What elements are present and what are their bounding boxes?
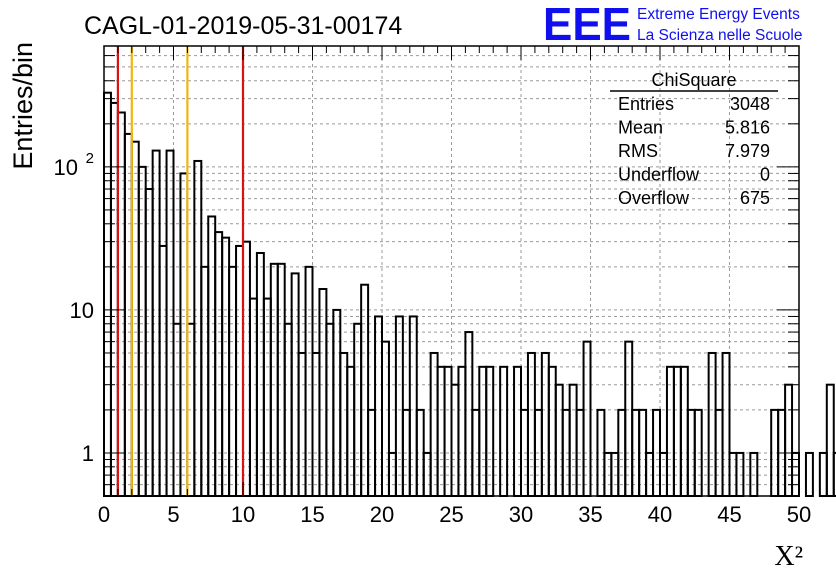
histogram-bar — [818, 451, 828, 497]
histogram-bar — [478, 365, 488, 497]
stats-row-value: 5.816 — [725, 118, 770, 138]
stats-row-value: 0 — [760, 165, 770, 185]
histogram-bar — [513, 365, 522, 497]
histogram-bar — [582, 340, 592, 497]
histogram-bar — [485, 365, 495, 497]
x-tick-label: 40 — [648, 502, 672, 527]
eee-logo: EEE Extreme Energy Events La Scienza nel… — [543, 0, 802, 50]
histogram-bar — [624, 340, 634, 497]
histogram-bar — [464, 331, 474, 497]
x-tick-label: 5 — [167, 502, 179, 527]
x-tick-label: 15 — [300, 502, 324, 527]
histogram-bar — [193, 159, 203, 497]
histogram-bar — [311, 351, 321, 497]
histogram-bar — [429, 351, 439, 497]
histogram-bar — [554, 383, 564, 498]
x-axis-label: X² — [774, 541, 803, 572]
histogram-bar — [269, 262, 279, 497]
chart-title: CAGL-01-2019-05-31-00174 — [84, 12, 402, 40]
histogram-bar — [276, 262, 286, 497]
histogram-bar — [346, 365, 356, 497]
histogram-bar — [297, 351, 307, 497]
logo-line-2: La Scienza nelle Scuole — [637, 27, 802, 44]
stats-row-label: RMS — [618, 141, 658, 161]
axis-ticks: 0 5 10 15 20 25 30 35 40 45 50 1 10 10 2 — [54, 45, 811, 527]
histogram-bar — [318, 288, 328, 497]
stats-row-label: Entries — [618, 94, 674, 114]
histogram-bar — [332, 308, 342, 497]
stats-row-label: Underflow — [618, 165, 700, 185]
stats-row-value: 675 — [740, 188, 770, 208]
y-tick-label: 1 — [82, 441, 94, 466]
histogram-bar — [200, 265, 210, 498]
histogram-bar — [103, 91, 112, 498]
histogram-bar — [526, 351, 536, 497]
histogram-bar — [339, 351, 349, 497]
histogram-bar — [499, 365, 509, 497]
reference-lines — [116, 46, 245, 496]
histogram-bar — [672, 365, 682, 497]
y-tick-label: 10 — [70, 298, 94, 323]
histogram-bar — [832, 451, 836, 497]
histogram-bar — [679, 365, 689, 497]
stats-box: ChiSquare Entries 3048 Mean 5.816 RMS 7.979 Un… — [610, 70, 778, 208]
histogram-bar — [450, 383, 460, 498]
stats-row-value: 3048 — [730, 94, 770, 114]
x-tick-label: 50 — [787, 502, 811, 527]
x-tick-label: 10 — [231, 502, 255, 527]
histogram-bar — [707, 351, 717, 497]
histogram-bar — [374, 315, 383, 497]
x-tick-label: 0 — [98, 502, 110, 527]
histogram-bar — [457, 365, 467, 497]
stats-row-label: Overflow — [618, 188, 690, 208]
x-tick-label: 20 — [370, 502, 394, 527]
y-tick-label: 10 — [54, 155, 78, 180]
histogram-bar — [804, 451, 814, 497]
stats-row-label: Mean — [618, 118, 663, 138]
histogram-bar — [207, 215, 217, 497]
histogram-bar — [721, 351, 731, 497]
histogram-bar — [443, 365, 453, 497]
histogram-bar — [394, 315, 404, 497]
y-axis-label: Entries/bin — [8, 42, 38, 170]
histogram-bar — [304, 265, 314, 498]
stats-row-value: 7.979 — [725, 141, 770, 161]
y-tick-label-exponent: 2 — [86, 150, 94, 167]
histogram-bar — [144, 188, 154, 497]
histogram-bar — [547, 365, 557, 497]
histogram-bar — [436, 365, 446, 497]
x-tick-label: 30 — [509, 502, 533, 527]
histogram-bar — [408, 315, 418, 497]
histogram-bar — [540, 351, 550, 497]
histogram-bar — [825, 383, 835, 498]
histogram-bar — [665, 365, 675, 497]
histogram-bar — [228, 265, 238, 498]
histogram-bar — [137, 165, 147, 498]
stats-rows: Entries 3048 Mean 5.816 RMS 7.979 Underflow 0 Ov… — [618, 94, 770, 208]
histogram-bar — [381, 340, 390, 497]
histogram-bar — [784, 383, 794, 498]
histogram-bar — [158, 244, 168, 497]
logo-line-1: Extreme Energy Events — [637, 6, 800, 23]
x-tick-label: 25 — [439, 502, 463, 527]
x-tick-label: 35 — [578, 502, 602, 527]
histogram-bar — [214, 231, 224, 497]
logo-mark: EEE — [543, 0, 631, 50]
stats-title: ChiSquare — [651, 70, 736, 90]
x-tick-label: 45 — [717, 502, 741, 527]
histogram-bar — [568, 383, 578, 498]
